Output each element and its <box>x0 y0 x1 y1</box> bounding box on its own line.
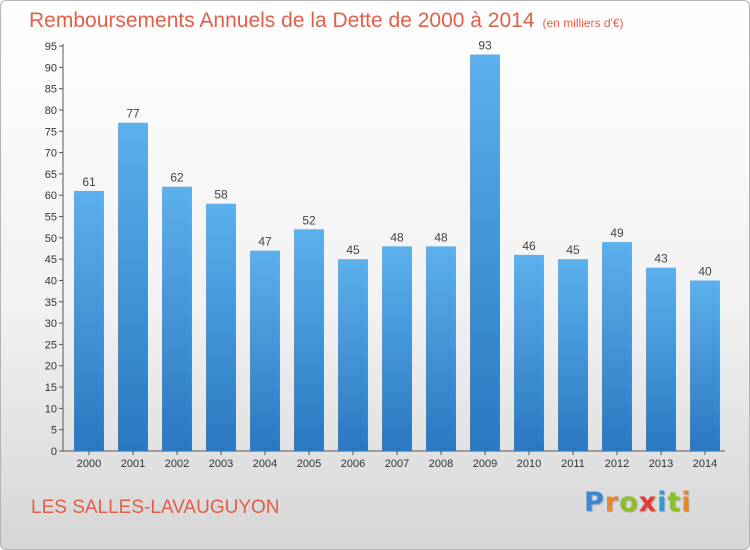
x-tick-label-2004: 2004 <box>253 458 277 470</box>
y-tick-label: 65 <box>45 169 57 181</box>
bar-2000 <box>74 190 104 451</box>
x-tick-label-2006: 2006 <box>341 458 365 470</box>
y-tick-label: 60 <box>45 190 57 202</box>
x-tick-label-2007: 2007 <box>385 458 409 470</box>
y-tick-label: 90 <box>45 62 57 74</box>
logo-letter: t <box>667 487 682 518</box>
bar-2005 <box>294 229 324 451</box>
title-text: Remboursements Annuels de la Dette de 20… <box>29 9 535 32</box>
y-tick-label: 20 <box>45 361 57 373</box>
x-tick-label-2011: 2011 <box>561 458 585 470</box>
data-label-2012: 49 <box>610 226 624 240</box>
data-label-2003: 58 <box>214 188 228 202</box>
y-tick-label: 50 <box>45 233 57 245</box>
x-tick-label-2001: 2001 <box>121 458 145 470</box>
y-tick-label: 70 <box>45 148 57 160</box>
data-label-2002: 62 <box>170 171 184 185</box>
bar-2010 <box>514 254 544 451</box>
data-label-2014: 40 <box>698 264 712 278</box>
data-label-2013: 43 <box>654 252 668 266</box>
data-label-2009: 93 <box>478 39 492 53</box>
x-tick-label-2003: 2003 <box>209 458 233 470</box>
logo-letter: i <box>657 487 668 518</box>
x-tick-label-2002: 2002 <box>165 458 189 470</box>
data-label-2004: 47 <box>258 235 272 249</box>
unit-note: (en milliers d'€) <box>542 16 624 30</box>
y-tick-label: 40 <box>45 275 57 287</box>
y-tick-label: 75 <box>45 126 57 138</box>
bar-2003 <box>206 203 236 451</box>
commune-name: LES SALLES-LAVAUGUYON <box>31 497 280 518</box>
logo-letter: o <box>619 487 639 518</box>
data-label-2000: 61 <box>82 175 96 189</box>
bar-2004 <box>250 250 280 451</box>
logo-letter: i <box>681 487 692 518</box>
y-tick-label: 85 <box>45 84 57 96</box>
y-tick-label: 95 <box>45 41 57 53</box>
data-label-2007: 48 <box>390 230 404 244</box>
bar-2012 <box>602 242 632 451</box>
bar-2008 <box>426 246 456 451</box>
bar-2013 <box>646 267 676 451</box>
x-tick-label-2013: 2013 <box>649 458 673 470</box>
data-label-2001: 77 <box>126 107 140 121</box>
logo-letter: P <box>584 487 605 518</box>
bar-2009 <box>470 54 500 452</box>
y-tick-label: 10 <box>45 403 57 415</box>
bar-2002 <box>162 186 192 451</box>
bar-2006 <box>338 259 368 451</box>
bar-2001 <box>118 122 148 451</box>
y-tick-label: 80 <box>45 105 57 117</box>
bar-2011 <box>558 259 588 451</box>
bar-2014 <box>690 280 720 451</box>
y-tick-label: 45 <box>45 254 57 266</box>
x-tick-label-2014: 2014 <box>693 458 717 470</box>
y-tick-label: 30 <box>45 318 57 330</box>
chart-title: Remboursements Annuels de la Dette de 20… <box>29 9 624 33</box>
x-tick-label-2010: 2010 <box>517 458 541 470</box>
x-tick-label-2012: 2012 <box>605 458 629 470</box>
data-label-2011: 45 <box>566 243 580 257</box>
y-tick-label: 5 <box>51 425 57 437</box>
data-label-2005: 52 <box>302 213 316 227</box>
y-tick-label: 35 <box>45 297 57 309</box>
x-tick-label-2009: 2009 <box>473 458 497 470</box>
bars: 61 77 62 58 47 52 45 48 48 93 46 45 49 43 40 <box>74 39 720 452</box>
data-label-2008: 48 <box>434 230 448 244</box>
proxiti-logo: Proxiti <box>584 487 692 518</box>
logo-letter: r <box>604 487 620 518</box>
data-label-2006: 45 <box>346 243 360 257</box>
y-tick-label: 25 <box>45 339 57 351</box>
x-tick-label-2008: 2008 <box>429 458 453 470</box>
logo-letter: x <box>638 487 658 518</box>
x-tick-label-2000: 2000 <box>77 458 101 470</box>
y-tick-label: 0 <box>51 446 57 458</box>
x-tick-label-2005: 2005 <box>297 458 321 470</box>
data-label-2010: 46 <box>522 239 536 253</box>
y-tick-label: 55 <box>45 212 57 224</box>
y-tick-label: 15 <box>45 382 57 394</box>
bar-2007 <box>382 246 412 451</box>
